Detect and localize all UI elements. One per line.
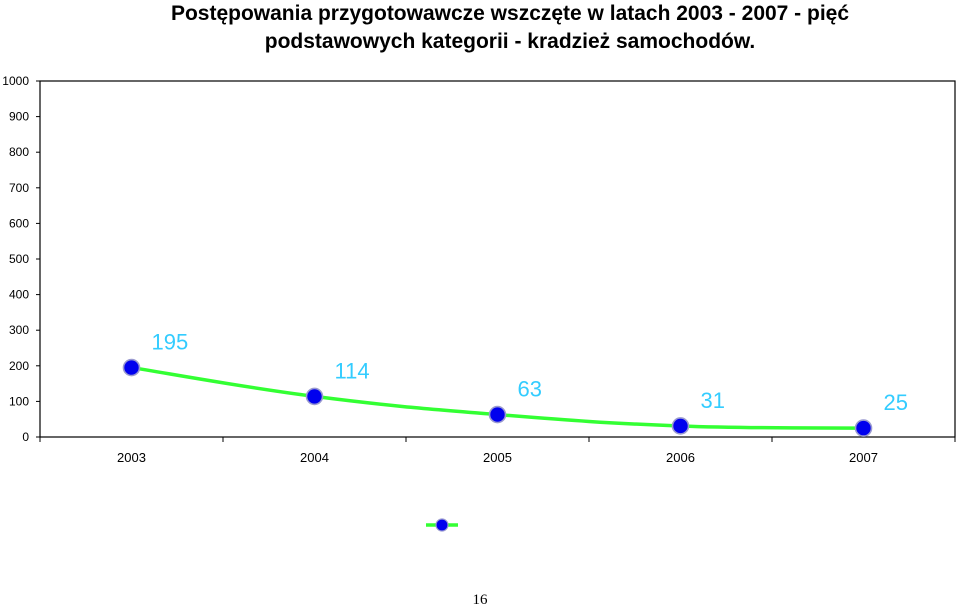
y-tick-label: 200	[9, 359, 29, 373]
data-label: 25	[884, 390, 908, 415]
data-point	[488, 405, 507, 424]
data-labels: 195 114 63 31 25	[152, 330, 908, 416]
y-tick-label: 900	[9, 110, 29, 124]
x-tick-label: 2005	[483, 450, 512, 465]
chart-title: Postępowania przygotowawcze wszczęte w l…	[60, 0, 960, 56]
x-axis: 2003 2004 2005 2006 2007	[39, 437, 956, 465]
y-tick-label: 1000	[2, 74, 29, 88]
x-tick-label: 2003	[117, 450, 146, 465]
y-tick-label: 400	[9, 288, 29, 302]
page-number: 16	[472, 592, 488, 608]
plot-frame	[39, 80, 956, 438]
y-tick-label: 700	[9, 181, 29, 195]
series-layer	[122, 358, 873, 437]
y-tick-label: 300	[9, 323, 29, 337]
x-tick-label: 2004	[300, 450, 329, 465]
x-tick-label: 2007	[849, 450, 878, 465]
data-label: 195	[152, 330, 189, 355]
x-tick-label: 2006	[666, 450, 695, 465]
data-point	[854, 419, 873, 437]
data-label: 31	[701, 388, 725, 413]
y-tick-label: 0	[22, 430, 29, 444]
y-tick-label: 100	[9, 394, 29, 408]
y-tick-label: 800	[9, 145, 29, 159]
chart-title-line-2: podstawowych kategorii - kradzież samoch…	[264, 30, 756, 53]
legend-marker	[435, 518, 449, 532]
data-point	[305, 387, 324, 406]
data-label: 63	[518, 377, 542, 402]
data-label: 114	[335, 358, 370, 383]
y-tick-label: 500	[9, 252, 29, 266]
y-axis: 0 100 200 300 400 500 600 700 800 900 1000	[2, 74, 40, 444]
data-point	[122, 358, 141, 377]
y-tick-label: 600	[9, 216, 29, 230]
chart-title-line-1: Postępowania przygotowawcze wszczęte w l…	[170, 2, 850, 25]
legend	[426, 518, 458, 532]
data-point	[671, 417, 690, 435]
plot-area	[39, 80, 956, 438]
